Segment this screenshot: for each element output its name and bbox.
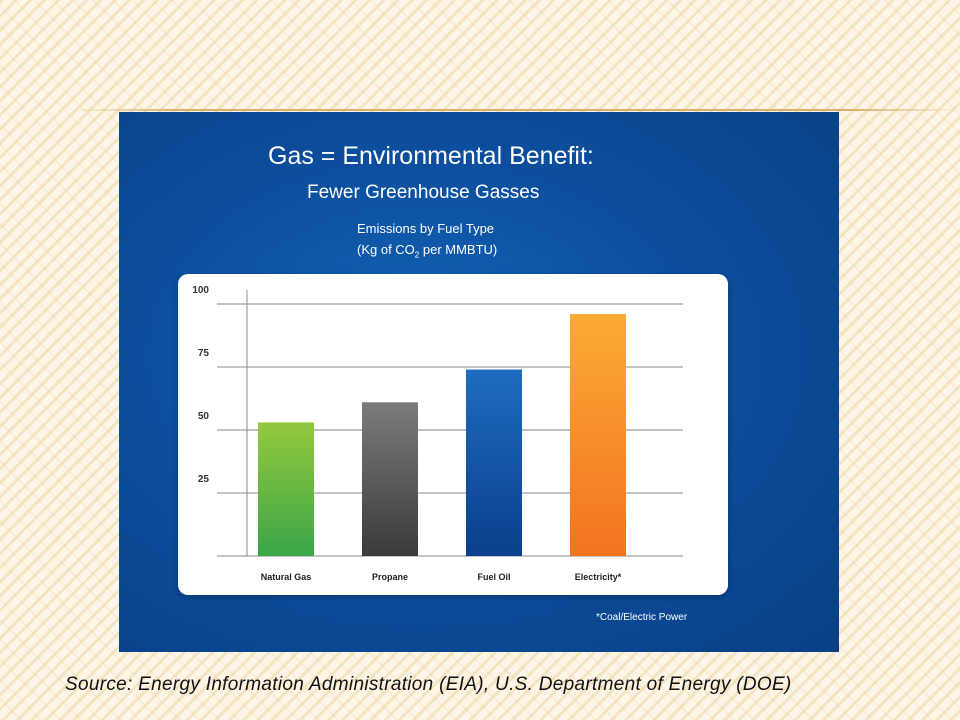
x-tick-label-natural-gas: Natural Gas bbox=[261, 572, 312, 582]
bar-fuel-oil bbox=[466, 369, 522, 556]
infographic-panel: Gas = Environmental Benefit: Fewer Green… bbox=[119, 112, 839, 652]
y-tick-label-75: 75 bbox=[198, 348, 210, 359]
source-citation: Source: Energy Information Administratio… bbox=[65, 674, 792, 695]
bar-natural-gas bbox=[258, 422, 314, 556]
y-tick-label-50: 50 bbox=[198, 411, 210, 422]
infographic-subtitle: Fewer Greenhouse Gasses bbox=[307, 182, 540, 203]
x-tick-label-fuel-oil: Fuel Oil bbox=[477, 572, 510, 582]
bar-propane bbox=[362, 402, 418, 556]
chart-footnote: *Coal/Electric Power bbox=[596, 612, 688, 623]
slide-divider bbox=[70, 109, 960, 111]
bar-chart: 25 50 75 100 Natural Gas Propane Fuel Oil Elect… bbox=[192, 285, 683, 582]
chart-units: (Kg of CO2 per MMBTU) bbox=[357, 242, 497, 260]
infographic-title: Gas = Environmental Benefit: bbox=[268, 142, 594, 170]
chart-card: 25 50 75 100 Natural Gas Propane Fuel Oil Elect… bbox=[178, 274, 728, 595]
units-suffix: per MMBTU) bbox=[419, 242, 498, 257]
bar-electricity bbox=[570, 314, 626, 556]
y-tick-label-25: 25 bbox=[198, 474, 210, 485]
x-tick-label-propane: Propane bbox=[372, 572, 408, 582]
units-prefix: (Kg of CO bbox=[357, 242, 415, 257]
y-tick-label-100: 100 bbox=[192, 285, 209, 296]
units-subscript: 2 bbox=[414, 250, 420, 260]
chart-title: Emissions by Fuel Type bbox=[357, 221, 495, 236]
x-tick-label-electricity: Electricity* bbox=[575, 572, 622, 582]
